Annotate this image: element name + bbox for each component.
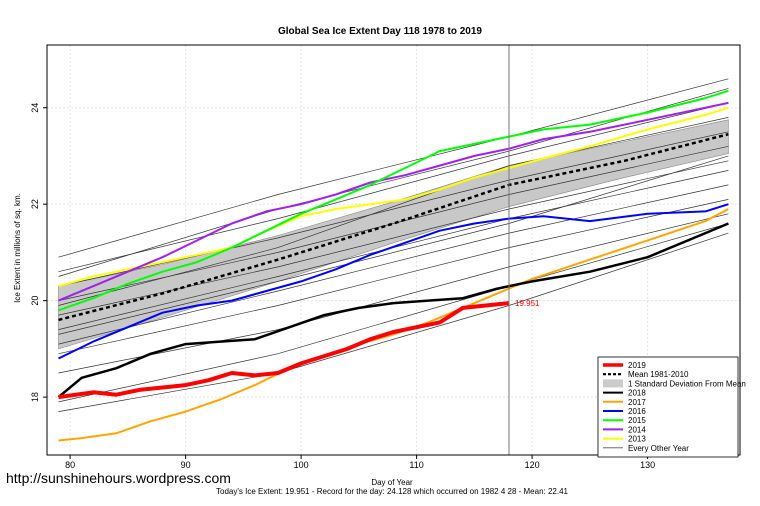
legend-label: 2015 <box>628 416 646 425</box>
series-layer: 19.951 <box>57 89 729 442</box>
chart-title: Global Sea Ice Extent Day 118 1978 to 20… <box>278 26 482 37</box>
legend-label: 1 Standard Deviation From Mean <box>628 379 746 388</box>
legend-label: 2016 <box>628 407 646 416</box>
other-year-line <box>58 102 729 273</box>
other-year-line <box>58 88 729 277</box>
axes: 80 90 100 110 120 130 18 20 22 24 <box>30 44 741 470</box>
mean-layer <box>58 132 729 322</box>
y-tick-label: 24 <box>30 103 40 113</box>
legend-label: 2014 <box>628 425 646 434</box>
plot-frame <box>46 44 741 456</box>
other-year-line <box>58 232 729 412</box>
other-year-line <box>58 155 729 335</box>
series-line-2019 <box>58 301 510 400</box>
other-year-line <box>58 223 729 403</box>
mean-line <box>58 132 729 322</box>
other-year-line <box>58 78 729 258</box>
x-axis-label: Day of Year <box>371 478 413 487</box>
x-tick-label: 90 <box>181 460 191 470</box>
other-year-line <box>58 184 729 345</box>
series-line-2016 <box>58 203 729 360</box>
legend-label: Every Other Year <box>628 444 689 453</box>
y-tick-label: 22 <box>30 199 40 209</box>
legend-swatch <box>603 379 623 388</box>
y-tick-label: 20 <box>30 296 40 306</box>
y-axis-label: Ice Extent in millions of sq. km. <box>13 193 22 303</box>
x-tick-label: 120 <box>525 460 540 470</box>
series-line-2018 <box>57 222 729 399</box>
legend-box <box>597 356 739 458</box>
legend-label: 2017 <box>628 398 646 407</box>
other-year-line <box>58 117 729 306</box>
y-tick-label: 18 <box>30 392 40 402</box>
x-tick-label: 110 <box>409 460 423 470</box>
x-tick-label: 80 <box>65 460 75 470</box>
legend-label: Mean 1981-2010 <box>628 370 689 379</box>
series-line-2015 <box>58 89 729 312</box>
legend-label: 2013 <box>628 435 646 444</box>
other-year-line <box>58 213 729 374</box>
x-tick-label: 100 <box>294 460 309 470</box>
series-line-2014 <box>58 101 729 302</box>
other-year-line <box>58 131 729 287</box>
x-tick-label: 130 <box>640 460 655 470</box>
watermark: http://sunshinehours.wordpress.com <box>6 470 231 486</box>
legend-label: 2019 <box>628 361 646 370</box>
current-value-label: 19.951 <box>515 299 540 308</box>
other-year-line <box>58 199 729 355</box>
legend-label: 2018 <box>628 389 646 398</box>
footer-text: Today's Ice Extent: 19.951 - Record for … <box>216 487 569 496</box>
series-line-2013 <box>58 106 729 288</box>
